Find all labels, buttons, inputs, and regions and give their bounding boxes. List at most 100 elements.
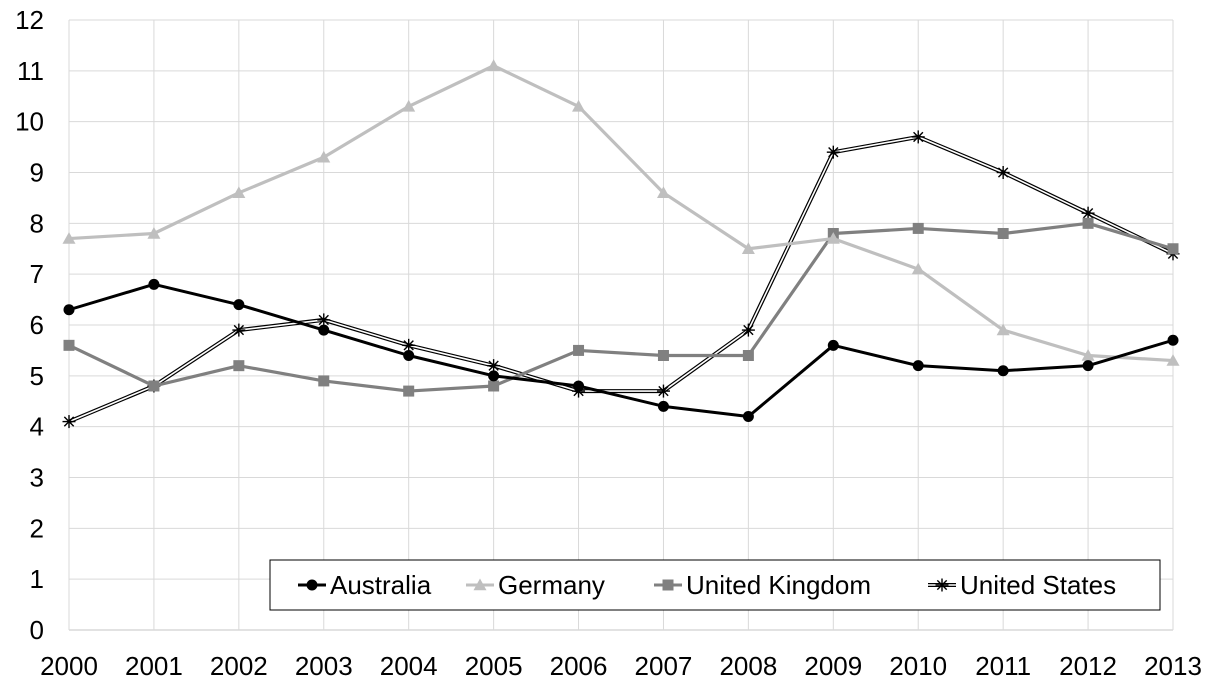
x-tick-label: 2008 <box>719 651 777 681</box>
point-marker <box>473 578 487 591</box>
point-marker <box>996 323 1010 336</box>
point-marker <box>148 278 160 290</box>
legend-entry-australia: Australia <box>298 570 432 600</box>
point-marker <box>318 324 330 336</box>
point-marker <box>233 360 245 372</box>
point-marker <box>402 338 416 352</box>
point-marker <box>487 59 501 71</box>
point-marker <box>1167 334 1179 346</box>
point-marker <box>935 578 949 592</box>
point-marker <box>912 360 924 372</box>
point-marker <box>997 365 1009 377</box>
x-tick-label: 2000 <box>40 651 98 681</box>
point-marker <box>487 359 501 373</box>
point-marker <box>657 400 669 412</box>
point-marker <box>63 304 75 316</box>
point-marker <box>741 242 755 254</box>
y-tick-label: 8 <box>30 208 44 238</box>
y-tick-label: 4 <box>30 412 44 442</box>
y-tick-label: 7 <box>30 259 44 289</box>
point-marker <box>317 150 331 163</box>
point-marker <box>488 380 500 392</box>
legend-label: Australia <box>330 570 432 600</box>
series-germany <box>62 59 1180 366</box>
series-line <box>68 221 1174 393</box>
point-marker <box>741 323 755 337</box>
point-marker <box>148 380 160 392</box>
point-marker <box>147 227 161 239</box>
y-tick-label: 10 <box>15 107 44 137</box>
x-tick-label: 2009 <box>804 651 862 681</box>
legend-box <box>269 559 1161 611</box>
y-tick-label: 3 <box>30 463 44 493</box>
point-marker <box>1082 217 1094 229</box>
legend: Australia Germany United Kingdom United Sta… <box>269 559 1161 611</box>
series-united-kingdom <box>63 217 1179 397</box>
point-marker <box>742 350 754 361</box>
legend-entry-united-states: United States <box>928 570 1116 600</box>
point-marker <box>62 415 76 429</box>
y-tick-label: 5 <box>30 361 44 391</box>
point-marker <box>912 222 924 234</box>
point-marker <box>573 344 585 356</box>
point-marker <box>826 145 840 159</box>
point-marker <box>1167 243 1179 255</box>
point-marker <box>997 228 1009 239</box>
point-marker <box>573 380 585 392</box>
x-tick-label: 2002 <box>210 651 268 681</box>
y-tick-label: 9 <box>30 158 44 188</box>
legend-entry-germany: Germany <box>466 570 605 600</box>
x-tick-label: 2012 <box>1059 651 1117 681</box>
series-line <box>68 64 1174 363</box>
point-marker <box>233 299 245 311</box>
point-marker <box>826 232 840 244</box>
y-tick-label: 11 <box>17 56 44 86</box>
x-tick-label: 2010 <box>889 651 947 681</box>
y-tick-label: 2 <box>30 513 44 543</box>
point-marker <box>488 370 500 382</box>
legend-label: United States <box>960 570 1116 600</box>
legend-label: Germany <box>498 570 605 600</box>
x-tick-label: 2003 <box>295 651 353 681</box>
point-marker <box>742 411 754 422</box>
point-marker <box>662 579 674 591</box>
series-line <box>68 282 1174 418</box>
point-marker <box>232 186 246 199</box>
point-marker <box>996 166 1010 179</box>
y-tick-label: 12 <box>15 5 44 35</box>
series-australia <box>63 278 1179 422</box>
point-marker <box>656 384 670 398</box>
point-marker <box>657 350 669 361</box>
series-group <box>62 59 1180 429</box>
x-tick-label: 2001 <box>125 651 183 681</box>
point-marker <box>1081 349 1095 361</box>
y-tick-label: 0 <box>30 615 44 645</box>
point-marker <box>911 262 925 275</box>
legend-entry-united-kingdom: United Kingdom <box>654 570 871 600</box>
x-tick-label: 2007 <box>635 651 693 681</box>
point-marker <box>63 339 75 351</box>
grid <box>68 19 1174 630</box>
y-tick-label: 6 <box>30 310 44 340</box>
x-tick-label: 2011 <box>975 651 1031 681</box>
point-marker <box>62 232 76 244</box>
point-marker <box>317 313 331 327</box>
point-marker <box>318 375 330 387</box>
point-marker <box>656 186 670 199</box>
point-marker <box>1081 206 1095 220</box>
x-tick-label: 2005 <box>465 651 523 681</box>
x-tick-label: 2013 <box>1144 651 1202 681</box>
x-tick-label: 2006 <box>550 651 608 681</box>
point-marker <box>1166 354 1180 366</box>
point-marker <box>403 350 415 361</box>
series-line-inner <box>68 136 1174 423</box>
point-marker <box>1082 360 1094 372</box>
point-marker <box>306 579 318 591</box>
y-tick-label: 1 <box>30 564 44 594</box>
point-marker <box>572 99 586 112</box>
point-marker <box>911 130 925 144</box>
x-tick-label: 2004 <box>380 651 438 681</box>
point-marker <box>403 385 415 397</box>
